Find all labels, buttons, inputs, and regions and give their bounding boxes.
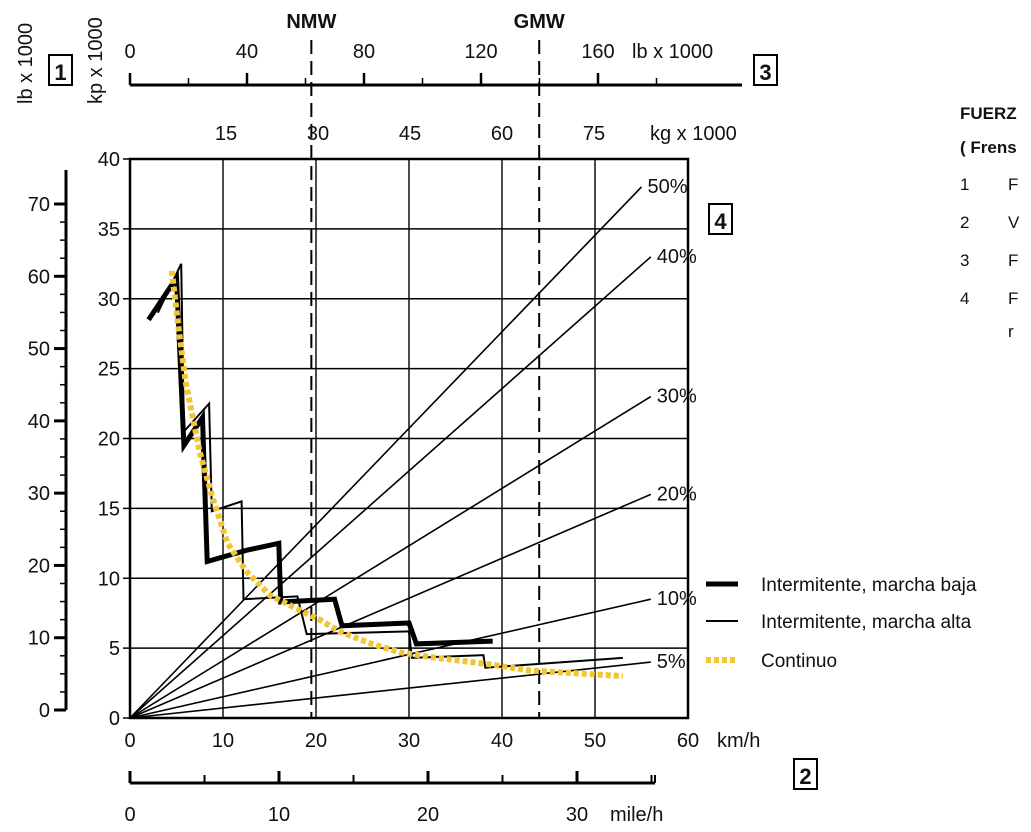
box-1: 1 — [48, 54, 73, 86]
grade-line — [129, 661, 651, 719]
top-tick-label: 0 — [124, 41, 135, 63]
mph-tick-label: 20 — [417, 804, 439, 826]
grade-label: 20% — [657, 483, 697, 505]
series-thin — [156, 263, 623, 669]
side-title: FUERZ — [960, 104, 1017, 123]
kg-tick-label: 45 — [399, 123, 421, 145]
series-thick — [146, 270, 493, 647]
lb-tick-label: 60 — [28, 266, 50, 288]
x-tick-label: 30 — [398, 730, 420, 752]
x-tick-label: 50 — [584, 730, 606, 752]
legend-label: Intermitente, marcha alta — [761, 612, 972, 633]
y-tick-label: 0 — [109, 708, 120, 730]
top-lb-axis-label: lb x 1000 — [632, 41, 713, 63]
side-subtitle: ( Frens — [960, 138, 1017, 157]
mph-tick-label: 10 — [268, 804, 290, 826]
side-item-1-num: 1 — [960, 175, 969, 194]
x-tick-label: 20 — [305, 730, 327, 752]
lb-tick-label: 70 — [28, 194, 50, 216]
lb-tick-label: 20 — [28, 555, 50, 577]
side-item-1-text: F — [1008, 175, 1018, 194]
left-lb-axis-label: lb x 1000 — [15, 23, 37, 104]
kg-tick-label: 30 — [307, 123, 329, 145]
grade-label: 50% — [648, 176, 688, 198]
series-lines — [146, 263, 624, 680]
x-tick-label: 0 — [124, 730, 135, 752]
mph-axis-label: mile/h — [610, 804, 663, 826]
box-1-label: 1 — [54, 60, 66, 85]
lb-tick-label: 0 — [39, 700, 50, 722]
grade-label: 5% — [657, 651, 686, 673]
kg-tick-label: 75 — [583, 123, 605, 145]
grade-lines: 50% 40% 30% 20% 10% 5% — [129, 176, 697, 719]
y-tick-label: 15 — [98, 498, 120, 520]
grade-line — [129, 395, 652, 719]
side-item-4-num: 4 — [960, 289, 969, 308]
y-tick-label: 25 — [98, 359, 120, 381]
y-tick-label: 10 — [98, 568, 120, 590]
lb-tick-label: 30 — [28, 483, 50, 505]
side-item-4-text: F — [1008, 289, 1018, 308]
grade-line — [129, 493, 652, 719]
side-item-3-num: 3 — [960, 251, 969, 270]
y-tick-label: 40 — [98, 149, 120, 171]
grade-line — [129, 598, 651, 719]
box-2-label: 2 — [799, 764, 811, 789]
y-tick-label: 5 — [109, 638, 120, 660]
box-3: 3 — [753, 54, 778, 86]
top-tick-label: 160 — [581, 41, 614, 63]
grade-label: 30% — [657, 386, 697, 408]
top-tick-label: 40 — [236, 41, 258, 63]
x-tick-label: 40 — [491, 730, 513, 752]
lb-tick-label: 10 — [28, 628, 50, 650]
grade-line — [129, 186, 643, 719]
mph-tick-label: 0 — [124, 804, 135, 826]
side-item-3-text: F — [1008, 251, 1018, 270]
side-item-2-text: V — [1008, 213, 1020, 232]
kg-tick-label: 15 — [215, 123, 237, 145]
x-tick-label: 10 — [212, 730, 234, 752]
box-3-label: 3 — [759, 60, 771, 85]
series-dotted — [168, 270, 624, 680]
grade-label: 10% — [657, 588, 697, 610]
kg-tick-label: 60 — [491, 123, 513, 145]
marker-label: GMW — [514, 11, 565, 33]
km-axis-label: km/h — [717, 730, 760, 752]
legend: Intermitente, marcha baja Intermitente, m… — [706, 575, 977, 672]
marker-label: NMW — [286, 11, 336, 33]
y-tick-label: 30 — [98, 289, 120, 311]
y-tick-label: 20 — [98, 429, 120, 451]
y-tick-label: 35 — [98, 219, 120, 241]
legend-label: Continuo — [761, 651, 837, 672]
lb-tick-label: 40 — [28, 411, 50, 433]
top-tick-label: 80 — [353, 41, 375, 63]
x-tick-label: 60 — [677, 730, 699, 752]
mph-tick-label: 30 — [566, 804, 588, 826]
box-2: 2 — [793, 758, 818, 790]
legend-label: Intermitente, marcha baja — [761, 575, 977, 596]
top-tick-label: 120 — [464, 41, 497, 63]
grade-line — [129, 256, 652, 719]
side-item-5-text: r — [1008, 322, 1014, 341]
grade-label: 40% — [657, 246, 697, 268]
top-kg-axis-label: kg x 1000 — [650, 123, 737, 145]
side-item-2-num: 2 — [960, 213, 969, 232]
kp-axis-label: kp x 1000 — [85, 17, 107, 104]
weight-markers: NMW GMW — [286, 11, 565, 718]
box-4-label: 4 — [714, 209, 727, 234]
side-list: 1 F 2 V 3 F 4 F r — [960, 175, 1020, 341]
lb-tick-label: 50 — [28, 339, 50, 361]
box-4: 4 — [708, 203, 733, 235]
